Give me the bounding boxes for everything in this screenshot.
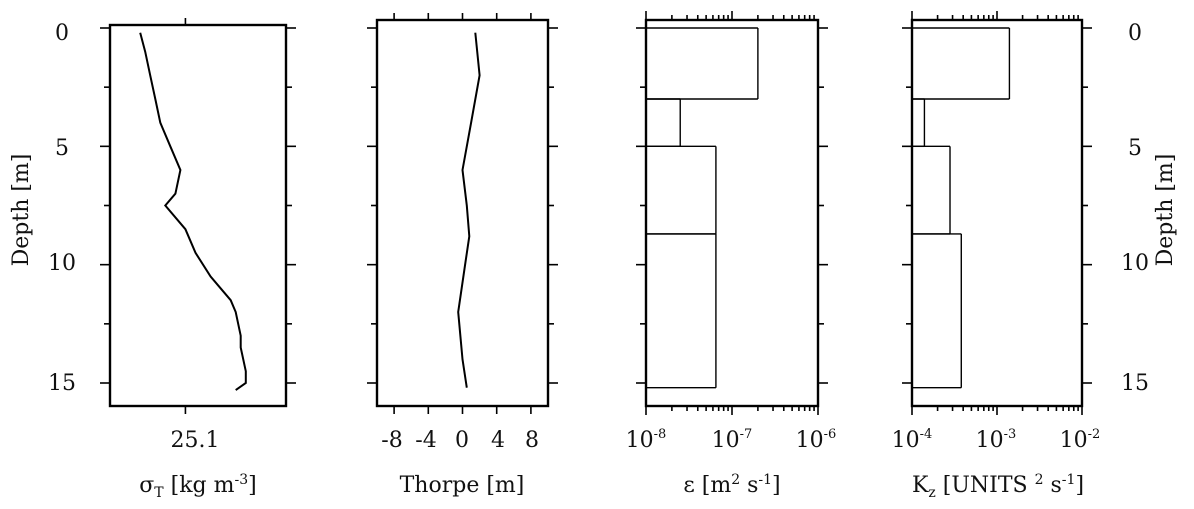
depth-tick-label: 5 <box>55 136 69 161</box>
right-depth-axis-label: Depth [m] <box>1153 154 1178 267</box>
panel-kz-xlabel: Kz [UNITS 2 s-1] <box>912 472 1084 501</box>
thorpe-tick-label: 0 <box>455 428 469 453</box>
panel-epsilon-frame <box>644 18 820 408</box>
panel-thorpe-frame <box>375 18 550 408</box>
depth-tick-label: 10 <box>1121 251 1149 276</box>
panel-thorpe-xlabel: Thorpe [m] <box>400 473 525 498</box>
right-depth-ticks: 0 5 10 15 <box>1121 21 1149 396</box>
epsilon-tick-label: 10-8 <box>626 427 667 453</box>
kz-tick-label: 10-2 <box>1060 427 1101 453</box>
kz-tick-label: 10-3 <box>976 427 1017 453</box>
thorpe-tick-label: 8 <box>525 428 539 453</box>
panel-kz-frame <box>910 18 1084 408</box>
panel-sigma: 25.1 σT [kg m-3] <box>100 18 296 501</box>
thorpe-tick-label: 4 <box>491 428 505 453</box>
panel-thorpe: -8 -4 0 4 8 Thorpe [m] <box>367 13 558 498</box>
depth-tick-label: 10 <box>48 251 76 276</box>
panel-kz: 10-4 10-3 10-2 Kz [UNITS 2 s-1] <box>892 11 1101 501</box>
panel-epsilon-xlabel: ε [m2 s-1] <box>683 472 780 498</box>
panel-epsilon: 10-8 10-7 10-6 ε [m2 s-1] <box>626 11 837 498</box>
depth-tick-label: 15 <box>48 371 76 396</box>
kz-tick-label: 10-4 <box>892 427 933 453</box>
thorpe-profile-line <box>457 32 481 388</box>
panel-sigma-xlabel: σT [kg m-3] <box>139 472 256 501</box>
panel-thorpe-tick-labels: -8 -4 0 4 8 <box>381 428 539 453</box>
left-depth-axis-label: Depth [m] <box>9 154 34 267</box>
depth-tick-label: 5 <box>1128 136 1142 161</box>
thorpe-tick-label: -4 <box>415 428 436 453</box>
depth-tick-label: 0 <box>55 21 69 46</box>
panel-sigma-tick-label: 25.1 <box>171 428 220 453</box>
thorpe-tick-label: -8 <box>381 428 402 453</box>
depth-tick-label: 15 <box>1121 371 1149 396</box>
epsilon-tick-label: 10-7 <box>712 427 753 453</box>
depth-tick-label: 0 <box>1128 21 1142 46</box>
epsilon-tick-label: 10-6 <box>796 427 837 453</box>
panel-sigma-frame <box>108 23 288 408</box>
sigma-profile-line <box>139 32 247 391</box>
left-depth-ticks: 0 5 10 15 <box>48 21 76 396</box>
